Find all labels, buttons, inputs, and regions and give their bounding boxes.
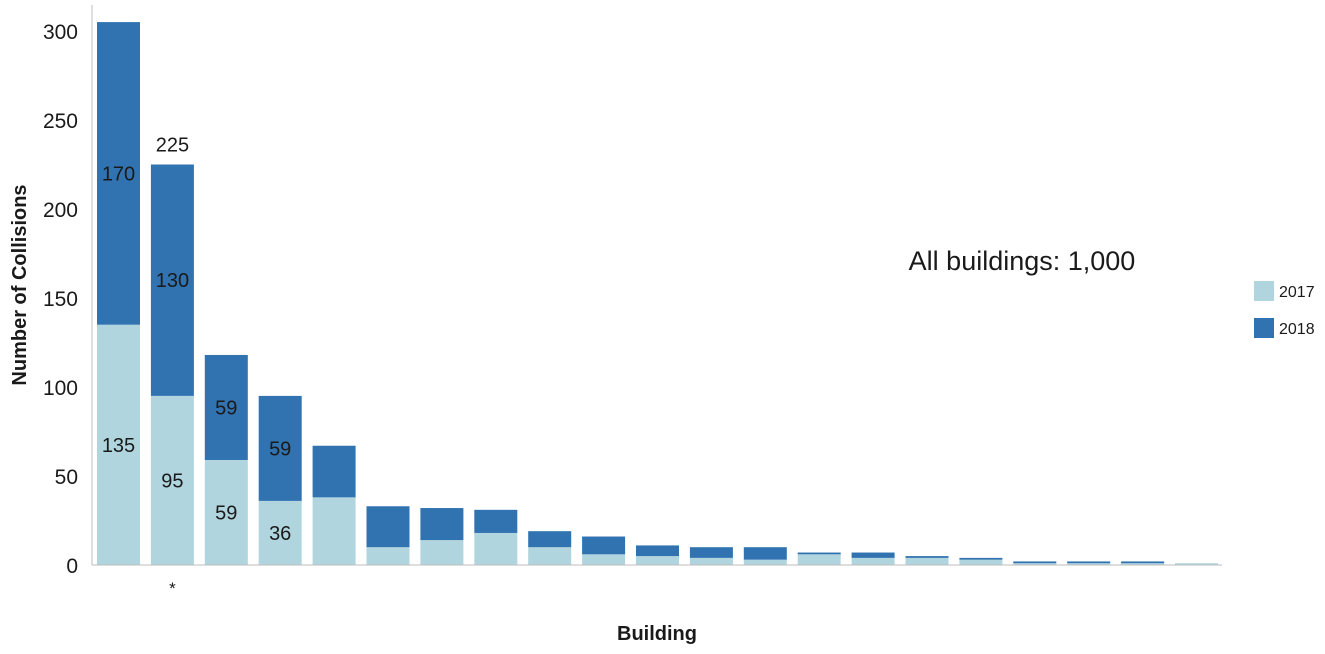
bar-2017 [1121, 563, 1165, 565]
bar-2018 [689, 547, 733, 558]
legend: 2017 2018 [1254, 281, 1315, 338]
bar-2017 [420, 540, 464, 565]
data-label-2018: 59 [269, 438, 291, 460]
data-label-2017: 59 [215, 502, 237, 524]
bar-2018 [797, 552, 841, 555]
bar-2017 [1067, 563, 1111, 565]
y-tick-label: 0 [66, 555, 78, 578]
bar-2018 [150, 164, 194, 396]
bar-2017 [689, 557, 733, 565]
bar-2018 [636, 545, 679, 557]
bar-2017 [474, 532, 518, 565]
y-tick-label: 150 [43, 288, 78, 311]
legend-label: 2017 [1279, 284, 1315, 301]
bar-2017 [1013, 563, 1057, 565]
bar-2018 [959, 557, 1003, 560]
y-tick-label: 250 [43, 110, 78, 133]
bar-2018 [851, 552, 895, 558]
bar-2017 [797, 554, 841, 565]
bar-2018 [1067, 561, 1111, 564]
bar-2017 [312, 497, 356, 565]
data-label-2018: 130 [156, 270, 189, 292]
bar-2018 [582, 536, 626, 555]
total-annotation: All buildings: 1,000 [909, 246, 1136, 276]
y-tick-label: 50 [55, 466, 78, 489]
y-tick-label: 300 [43, 21, 78, 44]
bar-2017 [1175, 563, 1218, 565]
y-axis-title: Number of Collisions [9, 184, 31, 385]
bar-2017 [204, 459, 248, 565]
bar-2017 [528, 547, 572, 565]
bar-2018 [97, 22, 140, 325]
bar-2017 [743, 559, 787, 565]
bar-2017 [97, 324, 140, 565]
bar-2018 [420, 508, 464, 541]
axes-layer [91, 5, 1222, 566]
bar-2017 [959, 559, 1003, 565]
legend-swatch [1254, 318, 1274, 338]
data-label-2017: 36 [269, 523, 291, 545]
bar-2018 [366, 506, 410, 548]
y-tick-label: 100 [43, 377, 78, 400]
bars-layer [97, 22, 1218, 565]
data-label-2017: 95 [161, 470, 183, 492]
data-label-2017: 135 [102, 435, 135, 457]
bar-2018 [743, 547, 787, 560]
bar-2018 [528, 531, 572, 548]
footnote-marker: * [169, 579, 176, 598]
bar-2018 [1121, 561, 1165, 564]
total-label: 225 [156, 135, 189, 157]
bar-2017 [582, 554, 626, 565]
bar-2018 [312, 445, 356, 498]
bar-2017 [366, 547, 410, 565]
data-label-2018: 59 [215, 397, 237, 419]
bar-2017 [636, 556, 679, 565]
legend-label: 2018 [1279, 321, 1315, 338]
bar-2018 [1013, 561, 1057, 564]
bar-2017 [150, 395, 194, 565]
bar-2017 [905, 557, 949, 565]
y-tick-label: 200 [43, 199, 78, 222]
bar-2018 [204, 354, 248, 460]
bar-2017 [258, 500, 302, 565]
labels-layer: 135 170 95 130 59 59 36 59 225 * [102, 135, 292, 599]
y-ticks: 0 50 100 150 200 250 300 [43, 21, 78, 578]
bar-2018 [258, 395, 302, 501]
bar-2018 [474, 509, 518, 533]
bar-2018 [905, 556, 949, 558]
data-label-2018: 170 [102, 163, 135, 185]
x-axis-title: Building [617, 623, 697, 645]
bar-2017 [851, 557, 895, 565]
legend-swatch [1254, 281, 1274, 301]
